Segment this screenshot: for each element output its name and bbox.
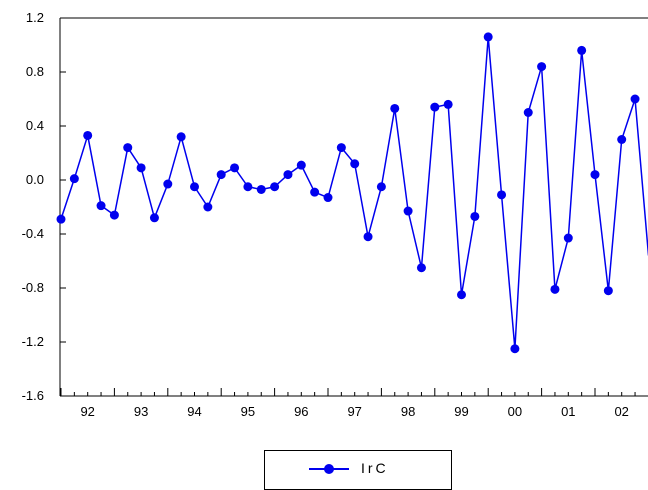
y-tick-label: 0.8 — [26, 64, 44, 79]
series-irc — [57, 32, 648, 353]
y-tick-label: -1.6 — [22, 388, 44, 403]
y-tick-label: -1.2 — [22, 334, 44, 349]
data-point — [110, 211, 119, 220]
data-point — [577, 46, 586, 55]
data-point — [324, 193, 333, 202]
y-tick-label: -0.4 — [22, 226, 44, 241]
data-point — [270, 182, 279, 191]
data-point — [417, 263, 426, 272]
data-point — [564, 234, 573, 243]
data-point — [457, 290, 466, 299]
x-tick-label: 92 — [80, 404, 94, 419]
x-tick-label: 93 — [134, 404, 148, 419]
x-tick-label: 00 — [508, 404, 522, 419]
data-point — [57, 215, 66, 224]
y-axis-ticks: 1.2 0.8 0.4 0.0 -0.4 -0.8 -1.2 -1.6 — [22, 10, 66, 403]
data-point — [591, 170, 600, 179]
series-line — [61, 37, 648, 349]
data-point — [430, 103, 439, 112]
data-point — [497, 190, 506, 199]
x-tick-label: 01 — [561, 404, 575, 419]
data-point — [444, 100, 453, 109]
y-tick-label: 0.0 — [26, 172, 44, 187]
data-point — [283, 170, 292, 179]
data-point — [470, 212, 479, 221]
data-point — [163, 180, 172, 189]
data-point — [550, 285, 559, 294]
data-point — [631, 95, 640, 104]
data-point — [364, 232, 373, 241]
data-point — [484, 32, 493, 41]
data-point — [177, 132, 186, 141]
data-point — [243, 182, 252, 191]
data-point — [377, 182, 386, 191]
data-point — [337, 143, 346, 152]
data-point — [203, 203, 212, 212]
data-point — [617, 135, 626, 144]
x-tick-label: 96 — [294, 404, 308, 419]
legend-marker-swatch — [324, 464, 334, 474]
legend-label: IrC — [361, 460, 389, 476]
data-point — [137, 163, 146, 172]
legend: IrC — [264, 450, 452, 490]
data-point — [537, 62, 546, 71]
x-tick-label: 02 — [614, 404, 628, 419]
y-tick-label: -0.8 — [22, 280, 44, 295]
x-tick-label: 98 — [401, 404, 415, 419]
data-point — [70, 174, 79, 183]
axes — [60, 18, 648, 396]
data-point — [297, 161, 306, 170]
x-tick-label: 95 — [241, 404, 255, 419]
data-point — [390, 104, 399, 113]
data-point — [524, 108, 533, 117]
data-point — [97, 201, 106, 210]
x-tick-label: 94 — [187, 404, 201, 419]
data-point — [404, 207, 413, 216]
data-point — [83, 131, 92, 140]
data-point — [230, 163, 239, 172]
data-point — [510, 344, 519, 353]
data-point — [150, 213, 159, 222]
data-point — [217, 170, 226, 179]
y-tick-label: 0.4 — [26, 118, 44, 133]
data-point — [350, 159, 359, 168]
x-tick-label: 97 — [347, 404, 361, 419]
y-tick-label: 1.2 — [26, 10, 44, 25]
x-axis-ticks: 92 93 94 95 96 97 98 99 00 01 02 — [61, 388, 635, 419]
data-point — [310, 188, 319, 197]
x-tick-label: 99 — [454, 404, 468, 419]
data-point — [123, 143, 132, 152]
data-point — [604, 286, 613, 295]
data-point — [190, 182, 199, 191]
data-point — [257, 185, 266, 194]
